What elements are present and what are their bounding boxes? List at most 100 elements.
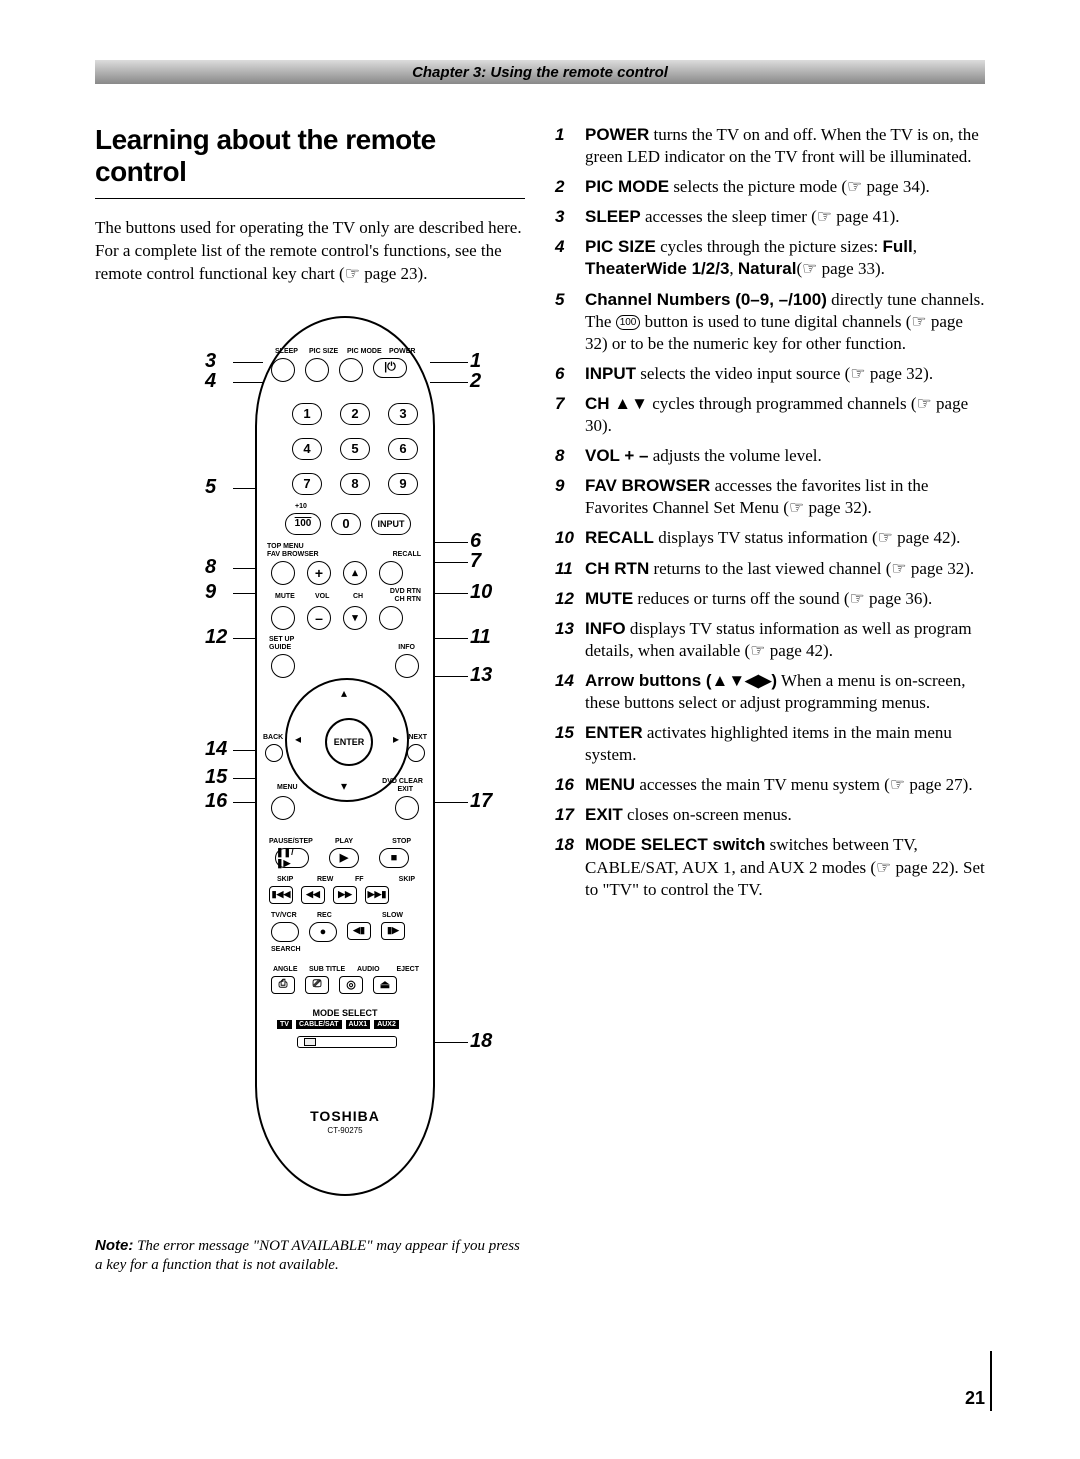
descriptions-list: 1POWER turns the TV on and off. When the…: [555, 124, 985, 1276]
desc-num: 10: [555, 527, 585, 549]
btn-volup: +: [307, 561, 331, 585]
callout-line: [430, 562, 468, 564]
btn-audio: ◎: [339, 976, 363, 994]
btn-5: 5: [340, 438, 370, 460]
callout-8: 8: [205, 556, 216, 579]
callout-line: [430, 802, 468, 804]
mode-aux2: AUX2: [374, 1020, 399, 1029]
desc-num: 5: [555, 289, 585, 355]
desc-item-5: 5Channel Numbers (0–9, –/100) directly t…: [555, 289, 985, 355]
desc-text: Arrow buttons (▲▼◀▶) When a menu is on-s…: [585, 670, 985, 714]
label-skip2: SKIP: [399, 876, 415, 883]
label-dvdrtn: DVD RTN: [390, 588, 421, 595]
desc-num: 4: [555, 236, 585, 280]
btn-0: 0: [331, 513, 361, 535]
btn-3: 3: [388, 403, 418, 425]
btn-rew: ◀◀: [301, 886, 325, 904]
label-stop: STOP: [392, 838, 411, 845]
btn-sleep: [271, 358, 295, 382]
desc-item-9: 9FAV BROWSER accesses the favorites list…: [555, 475, 985, 519]
desc-num: 11: [555, 558, 585, 580]
desc-num: 6: [555, 363, 585, 385]
label-plus10: +10: [295, 503, 307, 510]
btn-7: 7: [292, 473, 322, 495]
label-angle: ANGLE: [273, 966, 298, 973]
desc-num: 13: [555, 618, 585, 662]
desc-num: 18: [555, 834, 585, 900]
desc-item-3: 3SLEEP accesses the sleep timer (☞ page …: [555, 206, 985, 228]
label-menu: MENU: [277, 784, 298, 791]
desc-num: 3: [555, 206, 585, 228]
label-skip1: SKIP: [277, 876, 293, 883]
label-favbrowser: FAV BROWSER: [267, 551, 319, 558]
desc-text: INFO displays TV status information as w…: [585, 618, 985, 662]
callout-line: [430, 362, 468, 364]
model-label: CT-90275: [257, 1126, 433, 1135]
desc-num: 8: [555, 445, 585, 467]
label-vol: VOL: [315, 593, 329, 600]
desc-item-13: 13INFO displays TV status information as…: [555, 618, 985, 662]
desc-item-4: 4PIC SIZE cycles through the picture siz…: [555, 236, 985, 280]
callout-5: 5: [205, 476, 216, 499]
label-sleep: SLEEP: [275, 348, 298, 355]
callout-line: [430, 676, 468, 678]
note-text: Note: The error message "NOT AVAILABLE" …: [95, 1236, 525, 1276]
label-slow: SLOW: [382, 912, 403, 919]
btn-angle: ⎙: [271, 976, 295, 994]
note-label: Note:: [95, 1237, 133, 1254]
label-topmenu: TOP MENU: [267, 543, 304, 550]
btn-voldown: –: [307, 606, 331, 630]
label-next: NEXT: [408, 734, 427, 741]
btn-setup: [271, 654, 295, 678]
label-mute: MUTE: [275, 593, 295, 600]
remote-body: SLEEP PIC SIZE PIC MODE POWER |⏻ 1 2 3: [255, 316, 435, 1196]
btn-pause: ❚❚/❚▶: [275, 848, 309, 868]
callout-18: 18: [470, 1030, 492, 1053]
desc-num: 15: [555, 722, 585, 766]
btn-enter: ENTER: [325, 718, 373, 766]
desc-num: 2: [555, 176, 585, 198]
label-back: BACK: [263, 734, 283, 741]
callout-14: 14: [205, 738, 227, 761]
desc-num: 1: [555, 124, 585, 168]
btn-mute: [271, 606, 295, 630]
desc-text: RECALL displays TV status information (☞…: [585, 527, 985, 549]
desc-item-17: 17EXIT closes on-screen menus.: [555, 804, 985, 826]
desc-text: POWER turns the TV on and off. When the …: [585, 124, 985, 168]
label-modeselect: MODE SELECT: [257, 1008, 433, 1018]
btn-eject: ⏏: [373, 976, 397, 994]
desc-item-8: 8VOL + – adjusts the volume level.: [555, 445, 985, 467]
desc-text: PIC SIZE cycles through the picture size…: [585, 236, 985, 280]
label-ff: FF: [355, 876, 364, 883]
desc-num: 17: [555, 804, 585, 826]
btn-skipprev: ▮◀◀: [269, 886, 293, 904]
desc-item-7: 7CH ▲▼ cycles through programmed channel…: [555, 393, 985, 437]
callout-line: [233, 382, 263, 384]
page-title: Learning about the remote control: [95, 124, 525, 199]
label-search: SEARCH: [271, 946, 301, 953]
label-picmode: PIC MODE: [347, 348, 382, 355]
label-eject: EJECT: [396, 966, 419, 973]
label-subtitle: SUB TITLE: [309, 966, 345, 973]
note-body: The error message "NOT AVAILABLE" may ap…: [95, 1238, 520, 1274]
label-rec: REC: [317, 912, 332, 919]
desc-text: FAV BROWSER accesses the favorites list …: [585, 475, 985, 519]
btn-6: 6: [388, 438, 418, 460]
callout-2: 2: [470, 370, 481, 393]
btn-4: 4: [292, 438, 322, 460]
desc-item-2: 2PIC MODE selects the picture mode (☞ pa…: [555, 176, 985, 198]
callout-line: [430, 542, 468, 544]
desc-text: ENTER activates highlighted items in the…: [585, 722, 985, 766]
label-chrtn: CH RTN: [395, 596, 421, 603]
desc-text: Channel Numbers (0–9, –/100) directly tu…: [585, 289, 985, 355]
desc-item-16: 16MENU accesses the main TV menu system …: [555, 774, 985, 796]
callout-10: 10: [470, 581, 492, 604]
label-pause: PAUSE/STEP: [269, 838, 313, 845]
callout-line: [233, 362, 263, 364]
desc-text: VOL + – adjusts the volume level.: [585, 445, 985, 467]
label-picsize: PIC SIZE: [309, 348, 338, 355]
desc-item-14: 14Arrow buttons (▲▼◀▶) When a menu is on…: [555, 670, 985, 714]
chapter-header-text: Chapter 3: Using the remote control: [412, 64, 668, 81]
btn-slowrev: ◀▮: [347, 922, 371, 940]
desc-item-11: 11CH RTN returns to the last viewed chan…: [555, 558, 985, 580]
